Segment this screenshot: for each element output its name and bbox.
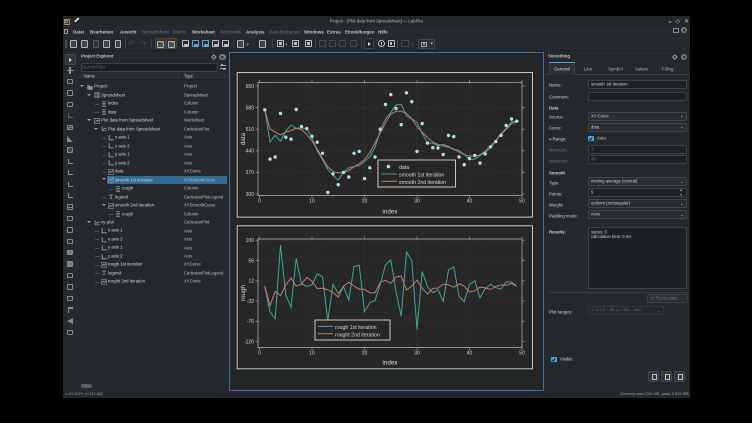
svg-text:rought 2nd iteration: rought 2nd iteration: [335, 332, 380, 338]
svg-text:0: 0: [258, 199, 261, 205]
svg-text:300: 300: [246, 192, 255, 198]
svg-text:rough: rough: [240, 284, 247, 301]
svg-text:370: 370: [246, 170, 255, 176]
svg-text:20: 20: [362, 351, 368, 357]
svg-text:12: 12: [248, 279, 254, 285]
svg-text:-76: -76: [247, 319, 254, 325]
svg-text:10: 10: [309, 351, 315, 357]
svg-text:-120: -120: [244, 339, 254, 345]
svg-text:index: index: [382, 360, 398, 367]
svg-text:-32: -32: [247, 299, 254, 305]
svg-text:20: 20: [362, 199, 368, 205]
svg-text:10: 10: [309, 199, 315, 205]
svg-text:650: 650: [246, 84, 255, 90]
svg-text:100: 100: [246, 238, 255, 244]
svg-text:40: 40: [467, 199, 473, 205]
svg-text:510: 510: [246, 127, 255, 133]
svg-text:smooth 2nd iteration: smooth 2nd iteration: [399, 180, 446, 186]
svg-text:50: 50: [519, 351, 525, 357]
svg-text:50: 50: [519, 199, 525, 205]
svg-text:30: 30: [414, 351, 420, 357]
svg-text:440: 440: [246, 149, 255, 155]
svg-text:56: 56: [248, 258, 254, 264]
svg-text:30: 30: [414, 199, 420, 205]
svg-text:smooth 1st iteration: smooth 1st iteration: [399, 173, 444, 179]
svg-text:0: 0: [258, 351, 261, 357]
svg-text:data: data: [399, 165, 409, 171]
svg-text:data: data: [240, 132, 247, 145]
svg-text:580: 580: [246, 105, 255, 111]
svg-text:index: index: [382, 209, 398, 216]
svg-text:rough 1st iteration: rough 1st iteration: [335, 325, 377, 331]
svg-text:40: 40: [467, 351, 473, 357]
